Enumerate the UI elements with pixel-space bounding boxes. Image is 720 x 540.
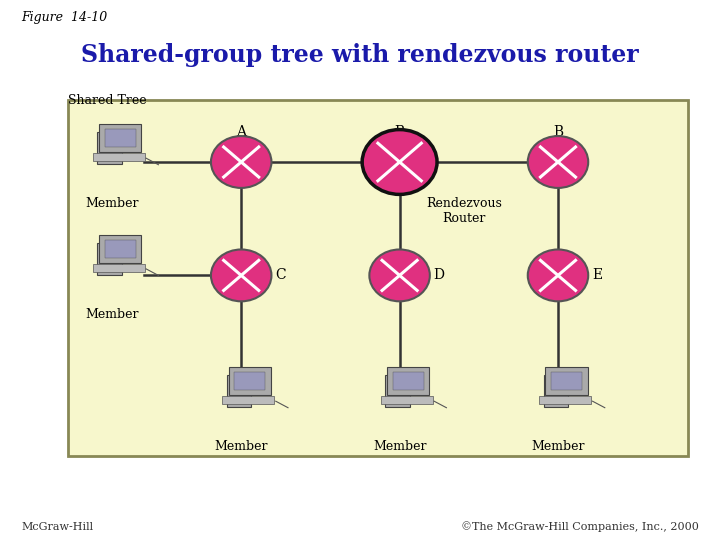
Text: R: R bbox=[395, 125, 405, 139]
FancyBboxPatch shape bbox=[99, 124, 142, 152]
Text: Member: Member bbox=[85, 197, 138, 210]
Text: ©The McGraw-Hill Companies, Inc., 2000: ©The McGraw-Hill Companies, Inc., 2000 bbox=[461, 521, 698, 532]
Text: Figure  14-10: Figure 14-10 bbox=[22, 11, 108, 24]
Text: Shared-group tree with rendezvous router: Shared-group tree with rendezvous router bbox=[81, 43, 639, 67]
FancyBboxPatch shape bbox=[385, 375, 410, 407]
FancyBboxPatch shape bbox=[99, 235, 142, 263]
Text: McGraw-Hill: McGraw-Hill bbox=[22, 522, 94, 532]
Ellipse shape bbox=[211, 249, 271, 301]
FancyBboxPatch shape bbox=[387, 367, 429, 395]
Ellipse shape bbox=[369, 249, 430, 301]
Text: Member: Member bbox=[373, 440, 426, 453]
FancyBboxPatch shape bbox=[97, 243, 122, 275]
Ellipse shape bbox=[528, 136, 588, 188]
FancyBboxPatch shape bbox=[97, 132, 122, 164]
FancyBboxPatch shape bbox=[105, 129, 135, 147]
FancyBboxPatch shape bbox=[381, 396, 433, 404]
Text: Rendezvous
Router: Rendezvous Router bbox=[426, 197, 503, 225]
FancyBboxPatch shape bbox=[68, 100, 688, 456]
FancyBboxPatch shape bbox=[235, 372, 265, 390]
Text: B: B bbox=[553, 125, 563, 139]
FancyBboxPatch shape bbox=[105, 240, 135, 258]
FancyBboxPatch shape bbox=[552, 372, 582, 390]
FancyBboxPatch shape bbox=[544, 375, 568, 407]
FancyBboxPatch shape bbox=[93, 264, 145, 272]
Text: D: D bbox=[433, 268, 445, 282]
Ellipse shape bbox=[211, 136, 271, 188]
Ellipse shape bbox=[362, 130, 437, 194]
FancyBboxPatch shape bbox=[229, 367, 271, 395]
Ellipse shape bbox=[528, 249, 588, 301]
Text: Member: Member bbox=[85, 308, 138, 321]
FancyBboxPatch shape bbox=[222, 396, 274, 404]
FancyBboxPatch shape bbox=[546, 367, 588, 395]
Text: C: C bbox=[276, 268, 286, 282]
FancyBboxPatch shape bbox=[93, 153, 145, 161]
Text: Member: Member bbox=[531, 440, 585, 453]
FancyBboxPatch shape bbox=[227, 375, 251, 407]
Text: E: E bbox=[593, 268, 603, 282]
Text: Member: Member bbox=[215, 440, 268, 453]
Text: Shared Tree: Shared Tree bbox=[68, 94, 147, 107]
Text: A: A bbox=[236, 125, 246, 139]
FancyBboxPatch shape bbox=[539, 396, 591, 404]
FancyBboxPatch shape bbox=[393, 372, 423, 390]
